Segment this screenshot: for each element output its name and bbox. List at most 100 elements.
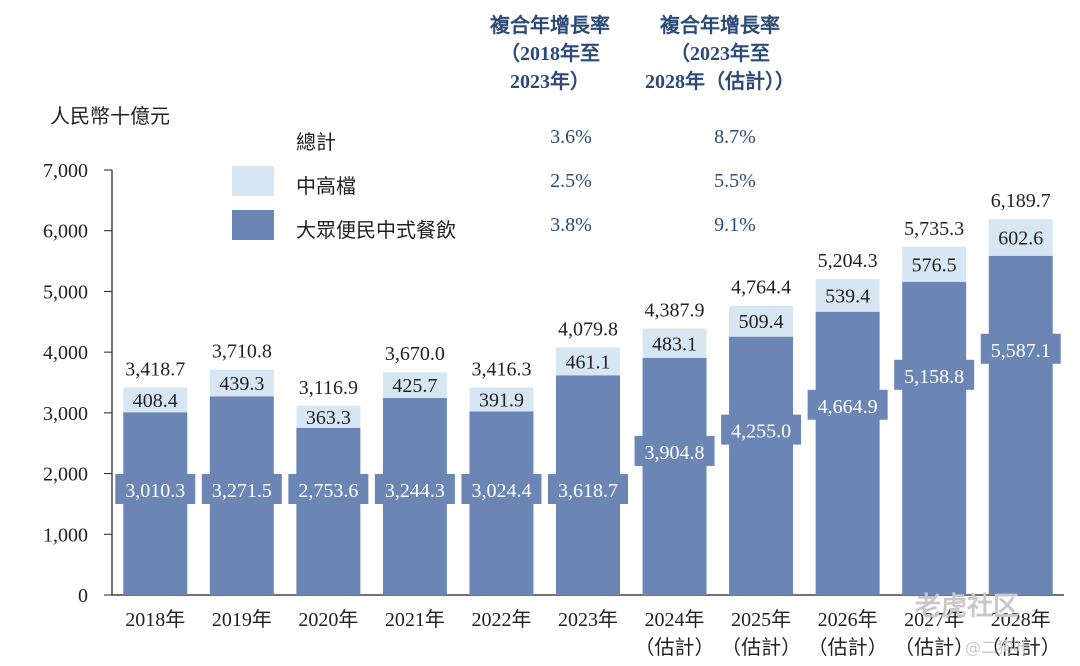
legend-premium-label: 中高檔 [296, 176, 356, 198]
bar-premium-label: 425.7 [392, 375, 437, 397]
cagr-premium-2018-2023: 2.5% [550, 170, 592, 192]
bar-premium-label: 408.4 [133, 390, 178, 412]
bar-mass-2027年 [902, 281, 967, 595]
legend-mass-label: 大眾便民中式餐飲 [296, 220, 456, 242]
bar-mass-label: 3,618.7 [558, 480, 618, 502]
bar-mass-label-bg [461, 474, 542, 504]
legend-total-label: 總計 [296, 132, 336, 154]
bar-premium-2024年 [642, 328, 707, 358]
bar-mass-label: 5,587.1 [991, 340, 1051, 362]
x-tick-label: 2021年 [385, 608, 445, 631]
legend-swatch-premium [232, 166, 274, 196]
bar-mass-label: 3,010.3 [125, 480, 185, 502]
bar-premium-2025年 [729, 305, 794, 337]
bar-total-label: 4,387.9 [645, 300, 705, 322]
x-tick-sublabel: （估計） [808, 636, 888, 659]
bar-mass-label-bg [115, 474, 196, 504]
bar-total-label: 5,735.3 [904, 218, 964, 240]
bar-premium-label: 439.3 [219, 373, 264, 395]
legend-swatch-mass [232, 210, 274, 240]
watermark-brand: 老虎社区 [915, 592, 1020, 622]
bar-premium-2028年 [988, 219, 1053, 256]
cagr-header-2018-2023: 複合年增長率 （2018年至 2023年） [490, 15, 610, 93]
bar-premium-label: 602.6 [998, 227, 1043, 249]
cagr-total-2023-2028: 8.7% [714, 126, 756, 148]
bar-premium-label: 576.5 [912, 254, 957, 276]
bar-premium-label: 363.3 [306, 407, 351, 429]
y-tick-label: 7,000 [43, 160, 88, 182]
cagr-premium-2023-2028: 5.5% [714, 170, 756, 192]
x-tick-label: 2022年 [471, 608, 531, 631]
x-tick-label: 2023年 [558, 608, 618, 631]
bar-total-label: 3,710.8 [212, 341, 272, 363]
bar-mass-2028年 [988, 255, 1053, 596]
x-tick-label: 2026年 [818, 608, 878, 631]
bar-mass-label: 3,271.5 [212, 480, 272, 502]
bar-total-label: 3,116.9 [299, 377, 358, 399]
x-tick-label: 2019年 [212, 608, 272, 631]
bar-premium-2020年 [296, 405, 361, 428]
x-tick-sublabel: （估計） [981, 636, 1061, 659]
bar-premium-2026年 [815, 279, 880, 312]
bar-premium-2027年 [902, 246, 967, 282]
bar-mass-label-bg [634, 435, 715, 466]
bar-premium-label: 391.9 [479, 389, 524, 411]
x-tick-label: 2027年 [904, 608, 964, 631]
x-tick-label: 2028年 [991, 608, 1051, 631]
bar-premium-label: 483.1 [652, 333, 697, 355]
x-tick-sublabel: （估計） [721, 636, 801, 659]
bar-mass-label-bg [374, 474, 455, 504]
y-tick-label: 5,000 [43, 281, 88, 303]
bar-mass-label-bg [721, 414, 802, 445]
cagr-total-2018-2023: 3.6% [550, 126, 592, 148]
x-tick-label: 2025年 [731, 608, 791, 631]
x-tick-sublabel: （估計） [635, 636, 715, 659]
bar-premium-2022年 [469, 387, 534, 412]
bar-mass-label: 5,158.8 [904, 366, 964, 388]
bar-premium-label: 509.4 [739, 311, 784, 333]
bar-mass-label: 3,024.4 [471, 480, 531, 502]
bar-premium-label: 539.4 [825, 285, 870, 307]
x-tick-label: 2024年 [645, 608, 705, 631]
bar-mass-label: 3,904.8 [645, 442, 705, 464]
bar-premium-2019年 [209, 369, 274, 397]
cagr-header-2023-2028: 複合年增長率 （2023年至 2028年（估計）） [645, 15, 795, 93]
bar-mass-label-bg [894, 359, 975, 390]
bar-total-label: 5,204.3 [818, 250, 878, 272]
bar-total-label: 3,418.7 [125, 358, 185, 380]
bar-mass-label: 4,255.0 [731, 421, 791, 443]
bar-mass-2020年 [296, 427, 361, 595]
bar-mass-label-bg [201, 474, 282, 504]
bar-total-label: 4,079.8 [558, 318, 618, 340]
bar-mass-label: 4,664.9 [818, 396, 878, 418]
y-tick-label: 2,000 [43, 464, 88, 486]
bar-total-label: 6,189.7 [991, 190, 1051, 212]
bar-mass-2025年 [729, 336, 794, 595]
bar-premium-2018年 [123, 387, 188, 413]
bar-mass-label-bg [288, 474, 369, 504]
bar-premium-2021年 [382, 372, 447, 399]
bar-mass-label-bg [980, 333, 1061, 364]
bar-mass-2024年 [642, 357, 707, 595]
watermark-user: @二狗叶 [965, 638, 1030, 657]
bar-premium-2023年 [556, 347, 620, 376]
bar-total-label: 3,416.3 [471, 359, 531, 381]
bar-mass-2026年 [815, 311, 880, 595]
x-tick-label: 2018年 [125, 608, 185, 631]
cagr-mass-2023-2028: 9.1% [714, 214, 756, 236]
x-tick-sublabel: （估計） [894, 636, 974, 659]
unit-label: 人民幣十億元 [50, 106, 170, 128]
y-tick-label: 4,000 [43, 342, 88, 364]
bar-total-label: 3,670.0 [385, 343, 445, 365]
y-tick-label: 3,000 [43, 403, 88, 425]
bar-mass-label: 2,753.6 [298, 480, 358, 502]
y-tick-label: 6,000 [43, 221, 88, 243]
bar-total-label: 4,764.4 [731, 277, 791, 299]
y-tick-label: 0 [78, 585, 88, 607]
bar-mass-label: 3,244.3 [385, 480, 445, 502]
bar-mass-label-bg [548, 474, 628, 504]
bar-mass-label-bg [807, 389, 888, 420]
x-tick-label: 2020年 [298, 608, 358, 631]
cagr-mass-2018-2023: 3.8% [550, 214, 592, 236]
